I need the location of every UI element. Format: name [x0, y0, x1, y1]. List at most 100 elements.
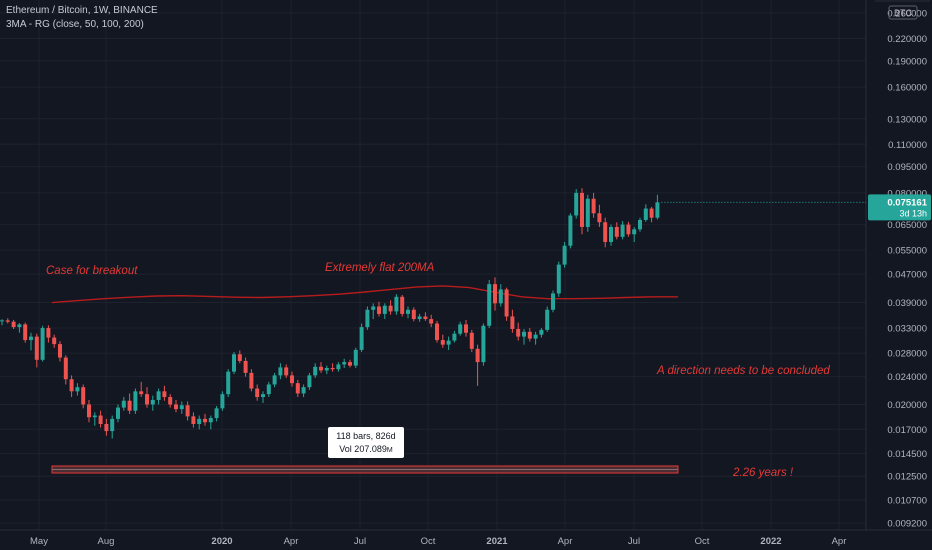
- candle-body: [301, 387, 306, 394]
- candle-body: [17, 324, 22, 328]
- candle: [324, 365, 329, 375]
- candle: [87, 399, 91, 423]
- candle: [46, 325, 51, 343]
- candle: [295, 379, 300, 398]
- candle-body: [562, 245, 567, 265]
- candle: [643, 204, 648, 222]
- candle-body: [81, 387, 86, 405]
- candle: [388, 300, 393, 315]
- candle: [377, 301, 381, 317]
- candle: [162, 385, 167, 401]
- candle-body: [591, 198, 596, 214]
- candle: [63, 355, 68, 385]
- candle-body: [29, 336, 33, 341]
- candle: [620, 221, 625, 240]
- candle-body: [243, 360, 248, 373]
- candle-body: [469, 332, 474, 349]
- candle-body: [5, 320, 10, 322]
- price-tick-label: 0.065000: [887, 220, 927, 231]
- candle-body: [150, 399, 155, 405]
- annotation-text: Extremely flat 200MA: [325, 262, 435, 274]
- measure-tooltip-box: [328, 427, 404, 458]
- candle-body: [533, 334, 538, 339]
- candle-body: [475, 348, 480, 363]
- candle-body: [139, 391, 144, 395]
- time-tick-label: 2020: [211, 536, 232, 547]
- candle: [121, 397, 126, 411]
- price-tick-label: 0.017000: [887, 425, 927, 436]
- candle: [585, 194, 590, 232]
- candle: [197, 415, 202, 430]
- candle-body: [498, 289, 503, 304]
- candle: [185, 401, 190, 421]
- candle: [23, 322, 28, 343]
- candle: [533, 331, 538, 345]
- candle: [52, 334, 57, 348]
- candle: [440, 334, 445, 348]
- candle: [313, 363, 318, 378]
- candle: [574, 189, 579, 219]
- candle: [81, 384, 86, 409]
- candle-body: [336, 364, 341, 370]
- candle: [464, 319, 468, 337]
- candle-body: [319, 366, 323, 371]
- candle: [423, 312, 428, 321]
- candle: [34, 333, 39, 368]
- measure-volume-unit: M: [387, 447, 393, 454]
- candle-body: [98, 415, 103, 424]
- candle-body: [626, 224, 631, 235]
- candle: [649, 206, 654, 223]
- price-tick-label: 0.047000: [887, 270, 927, 281]
- last-price-countdown: 3d 13h: [899, 208, 927, 218]
- price-tick-label: 0.039000: [887, 298, 927, 309]
- candle: [400, 294, 405, 317]
- indicator-legend[interactable]: 3MA - RG (close, 50, 100, 200): [6, 19, 144, 30]
- candle-body: [214, 408, 219, 419]
- price-tick-label: 0.110000: [888, 140, 927, 151]
- candle-body: [614, 226, 619, 237]
- price-tick-label: 0.260000: [887, 9, 927, 20]
- candle-body: [609, 226, 613, 242]
- candle-body: [249, 372, 254, 389]
- candle-body: [237, 354, 242, 361]
- candle-body: [406, 309, 410, 314]
- candle-body: [232, 354, 236, 372]
- candle-body: [638, 219, 642, 230]
- measure-bars-text: 118 bars, 826d: [336, 431, 395, 441]
- candle-body: [388, 305, 393, 312]
- candle-body: [440, 340, 445, 345]
- time-tick-label: Oct: [695, 536, 710, 547]
- ma200-line: [51, 285, 678, 304]
- candle: [382, 303, 387, 320]
- candle: [336, 362, 341, 372]
- candle: [452, 330, 457, 343]
- symbol-title[interactable]: Ethereum / Bitcoin, 1W, BINANCE: [6, 5, 158, 16]
- price-tick-label: 0.014500: [887, 449, 927, 460]
- candle-body: [272, 375, 277, 385]
- candle-body: [649, 208, 654, 218]
- time-tick-label: Aug: [98, 536, 115, 547]
- candle-body: [603, 222, 608, 242]
- candle-body: [394, 296, 399, 312]
- candle-body: [452, 333, 457, 341]
- measure-tooltip: 118 bars, 826d Vol 207.089M: [328, 427, 404, 458]
- candle-body: [92, 415, 97, 418]
- candle-body: [226, 371, 231, 395]
- candle: [603, 217, 608, 248]
- candle: [249, 369, 254, 392]
- candle-body: [377, 306, 381, 314]
- candle: [591, 192, 596, 218]
- time-tick-label: Jul: [354, 536, 366, 547]
- candle: [527, 328, 532, 342]
- candle-body: [261, 394, 265, 398]
- candle-body: [40, 328, 45, 360]
- annotation-text: 2.26 years !: [732, 467, 794, 479]
- candle-body: [330, 368, 335, 370]
- candle-body: [539, 329, 544, 335]
- price-tick-label: 0.160000: [887, 83, 927, 94]
- candle-body: [324, 368, 329, 371]
- currency-badge-box: [888, 5, 918, 20]
